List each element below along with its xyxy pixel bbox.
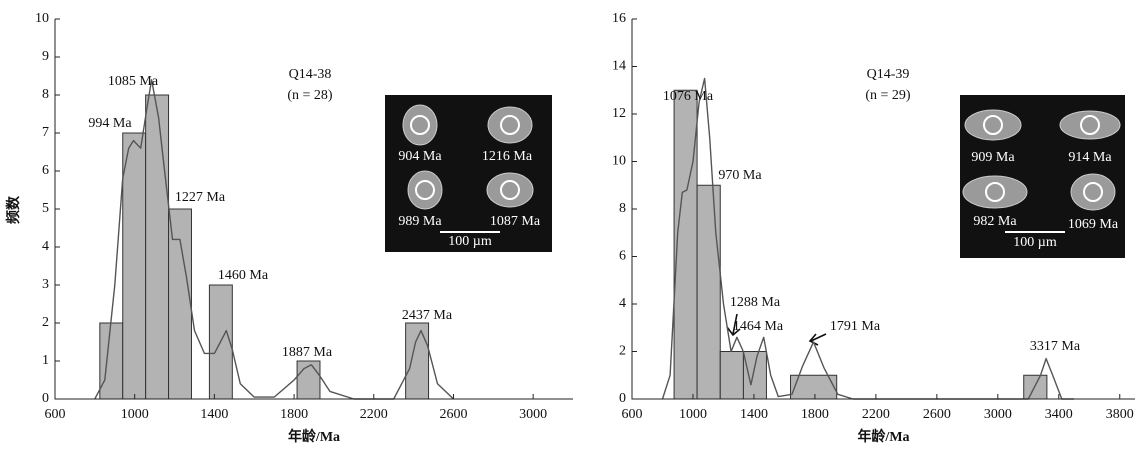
peak-label: 1460 Ma [218,268,269,283]
spot [985,182,1005,202]
y-tick-label: 16 [612,11,626,26]
x-tick-label: 1800 [280,407,308,422]
bar [99,322,124,400]
peak-label: 1085 Ma [108,74,159,89]
zircon-grain [962,175,1028,209]
y-tick-label: 8 [42,87,49,102]
scale-label: 100 µm [1013,235,1057,250]
x-tick-label: 3000 [984,407,1012,422]
y-tick-label: 10 [35,11,49,26]
x-tick-label: 3000 [519,407,547,422]
y-axis-label: 频数 [5,195,22,224]
x-tick-label: 600 [622,407,643,422]
spot [410,115,430,135]
y-tick-label: 8 [619,201,626,216]
spot [500,180,520,200]
x-tick-label: 1400 [200,407,228,422]
y-tick-label: 12 [612,106,626,121]
bar [696,184,721,400]
spot [500,115,520,135]
x-tick-label: 1000 [121,407,149,422]
peak-label: 1288 Ma [730,295,781,310]
x-tick-label: 2200 [360,407,388,422]
x-tick-label: 600 [45,407,66,422]
y-tick-label: 6 [42,163,49,178]
bar [719,351,744,400]
y-tick-label: 6 [619,249,626,264]
chart-subtitle: (n = 29) [865,88,911,103]
y-tick-label: 10 [612,154,626,169]
density-curve [94,79,454,400]
y-tick-label: 0 [619,391,626,406]
y-tick-label: 2 [619,344,626,359]
y-tick-label: 4 [619,296,626,311]
x-axis-label: 年龄/Ma [288,428,340,445]
y-tick-label: 14 [612,59,626,74]
x-axis-label: 年龄/Ma [857,428,909,445]
y-tick-label: 2 [42,315,49,330]
bar [145,94,170,400]
zircon-grain [1070,173,1116,211]
inset-label: 1087 Ma [490,214,541,229]
scale-label: 100 µm [448,234,492,249]
peak-label: 1887 Ma [282,345,333,360]
x-tick-label: 3800 [1106,407,1134,422]
y-tick-label: 7 [42,125,49,140]
bar [1023,374,1048,400]
arrows [726,313,827,346]
inset-label: 904 Ma [398,149,442,164]
zircon-grain [1059,110,1121,140]
peak-label: 2437 Ma [402,308,453,323]
inset-label: 909 Ma [971,150,1015,165]
inset-label: 914 Ma [1068,150,1112,165]
arrow [808,333,827,346]
y-tick-label: 0 [42,391,49,406]
peak-label: 994 Ma [88,116,132,131]
y-tick-label: 4 [42,239,49,254]
arrow [726,313,741,337]
spot [1080,115,1100,135]
zircon-grain [964,109,1022,141]
peak-label: 1076 Ma [663,89,714,104]
x-tick-label: 1400 [740,407,768,422]
peak-label: 3317 Ma [1030,339,1081,354]
zircon-grain [407,170,443,210]
x-tick-label: 2600 [923,407,951,422]
y-tick-label: 3 [42,277,49,292]
spot [1083,182,1103,202]
bar [405,322,430,400]
inset-label: 989 Ma [398,214,442,229]
inset-label: 1069 Ma [1068,217,1119,232]
inset-label: 1216 Ma [482,149,533,164]
y-tick-label: 1 [42,353,49,368]
spot [415,180,435,200]
inset-label: 982 Ma [973,214,1017,229]
bar [122,132,147,400]
y-tick-label: 5 [42,201,49,216]
zircon-grain [402,104,438,146]
x-tick-label: 3400 [1045,407,1073,422]
chart-title: Q14-39 [867,67,910,82]
x-tick-label: 2600 [439,407,467,422]
peak-label: 1464 Ma [733,319,784,334]
peak-label: 970 Ma [718,168,762,183]
zircon-grain [487,106,533,144]
x-tick-label: 1800 [801,407,829,422]
zircon-grain [486,172,534,208]
peak-label: 1227 Ma [175,190,226,205]
chart-title: Q14-38 [289,67,332,82]
x-tick-label: 1000 [679,407,707,422]
x-tick-label: 2200 [862,407,890,422]
chart-subtitle: (n = 28) [287,88,333,103]
peak-label: 1791 Ma [830,319,881,334]
spot [983,115,1003,135]
y-tick-label: 9 [42,49,49,64]
bar [742,351,767,400]
